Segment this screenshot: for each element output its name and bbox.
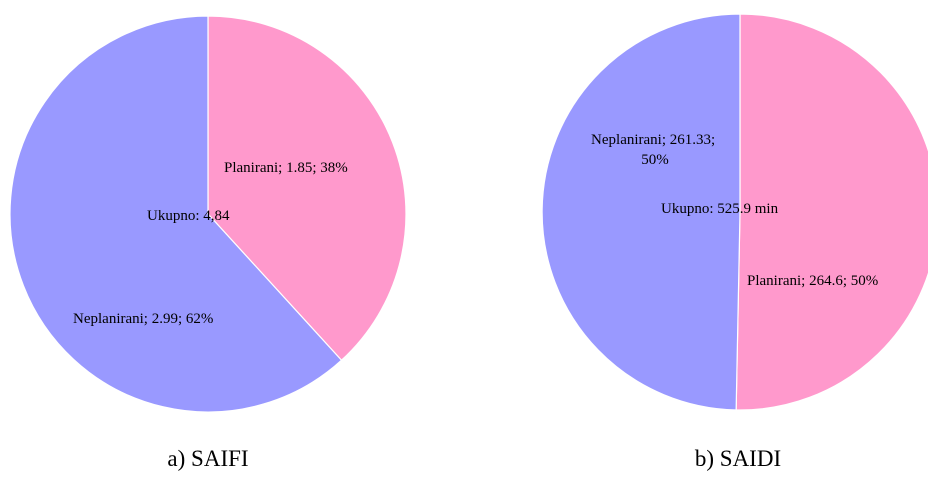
saidi-planirani-label: Planirani; 264.6; 50% <box>747 273 878 289</box>
saifi-caption: a) SAIFI <box>167 446 248 471</box>
saifi-total-label: Ukupno: 4,84 <box>147 208 230 224</box>
saidi-caption: b) SAIDI <box>695 446 781 471</box>
saidi-pie-chart: Neplanirani; 261.33; 50% Planirani; 264.… <box>541 13 928 471</box>
saifi-slice-neplanirani <box>9 15 343 413</box>
saifi-neplanirani-label: Neplanirani; 2.99; 62% <box>73 311 213 327</box>
saidi-neplanirani-label: Neplanirani; 261.33; 50% <box>591 132 719 168</box>
saidi-total-label: Ukupno: 525.9 min <box>661 201 779 217</box>
saidi-slice-neplanirani <box>541 13 741 411</box>
saifi-slice-planirani <box>207 15 407 362</box>
saidi-slice-planirani <box>735 13 928 411</box>
saifi-pie-chart: Planirani; 1.85; 38% Neplanirani; 2.99; … <box>9 15 407 471</box>
saifi-planirani-label: Planirani; 1.85; 38% <box>224 160 348 176</box>
